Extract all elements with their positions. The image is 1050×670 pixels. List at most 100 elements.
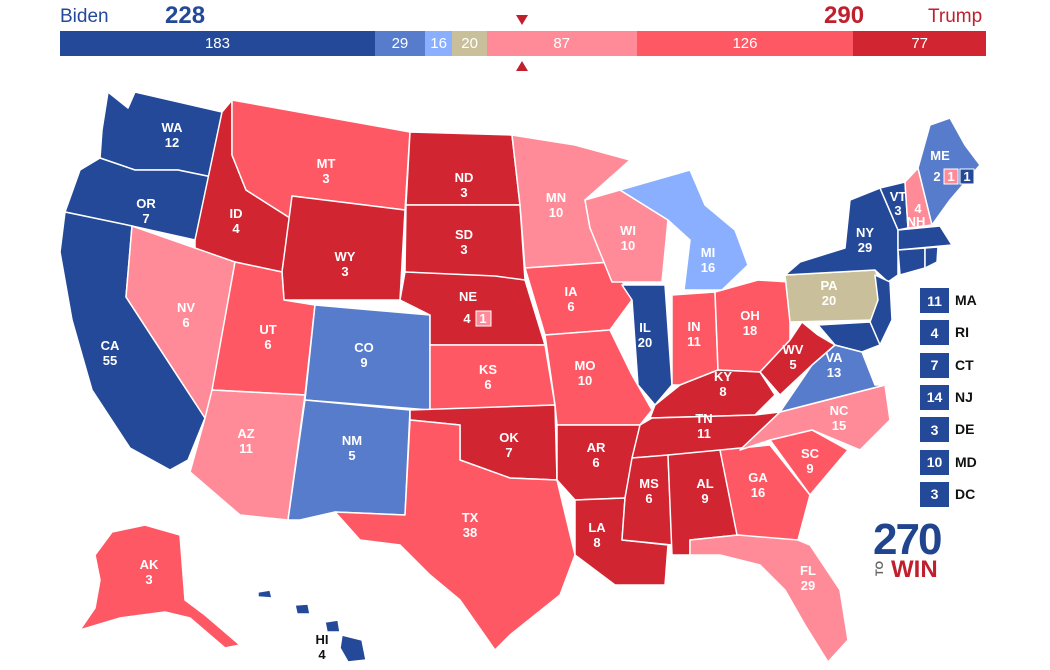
logo-to: TO bbox=[874, 560, 886, 576]
state-ev-MN: 10 bbox=[549, 205, 563, 220]
ne-district-ev: 1 bbox=[479, 311, 486, 326]
small-state-ev-box[interactable]: 14 bbox=[920, 384, 949, 410]
bar-segment: 77 bbox=[853, 31, 986, 56]
state-CT[interactable] bbox=[897, 247, 926, 276]
state-label-NE: NE bbox=[459, 289, 477, 304]
state-WY[interactable] bbox=[281, 195, 406, 301]
state-MD[interactable] bbox=[817, 321, 881, 353]
small-state-abbr: RI bbox=[955, 324, 969, 341]
state-WV[interactable] bbox=[759, 321, 836, 396]
electoral-vote-header: Biden 228 290 Trump 183 29 16 20 87 126 77 bbox=[0, 0, 1050, 80]
state-ev-AK: 3 bbox=[145, 572, 152, 587]
state-label-FL: FL bbox=[800, 563, 816, 578]
state-label-WY: WY bbox=[335, 249, 356, 264]
state-label-MN: MN bbox=[546, 190, 566, 205]
state-MS[interactable] bbox=[621, 454, 673, 546]
logo-number: 270 bbox=[873, 515, 942, 564]
state-label-WV: WV bbox=[783, 342, 804, 357]
state-label-TX: TX bbox=[462, 510, 479, 525]
state-label-UT: UT bbox=[259, 322, 276, 337]
state-ev-MI: 16 bbox=[701, 260, 715, 275]
me-district-2-ev: 1 bbox=[947, 169, 954, 184]
state-ev-NV: 6 bbox=[182, 315, 189, 330]
bar-segment: 87 bbox=[486, 31, 637, 56]
state-ev-VT: 3 bbox=[894, 203, 901, 218]
state-ev-OH: 18 bbox=[743, 323, 757, 338]
state-label-SC: SC bbox=[801, 446, 820, 461]
bar-segment: 20 bbox=[452, 31, 487, 56]
small-state-ev-box[interactable]: 4 bbox=[920, 320, 949, 346]
state-ev-UT: 6 bbox=[264, 337, 271, 352]
state-label-PA: PA bbox=[820, 278, 838, 293]
state-label-HI: HI bbox=[316, 632, 329, 647]
small-state-ev-box[interactable]: 3 bbox=[920, 481, 949, 507]
state-ev-WV: 5 bbox=[789, 357, 796, 372]
state-HI[interactable] bbox=[257, 589, 367, 663]
small-state-abbr: CT bbox=[955, 356, 974, 373]
state-ev-IN: 11 bbox=[687, 334, 701, 349]
state-ev-MT: 3 bbox=[322, 171, 329, 186]
state-label-WA: WA bbox=[162, 120, 184, 135]
state-label-MT: MT bbox=[317, 156, 336, 171]
state-ev-IL: 20 bbox=[638, 335, 652, 350]
us-electoral-map: WA 12 OR 7 CA 55 ID 4 NV 6 MT 3 WY 3 UT … bbox=[59, 91, 981, 663]
state-label-IA: IA bbox=[565, 284, 579, 299]
me-district-1-ev: 1 bbox=[963, 169, 970, 184]
state-ev-AL: 9 bbox=[701, 491, 708, 506]
state-RI[interactable] bbox=[924, 246, 939, 269]
state-ev-LA: 8 bbox=[593, 535, 600, 550]
state-label-CO: CO bbox=[354, 340, 374, 355]
logo-win: WIN bbox=[891, 556, 938, 583]
state-ev-KY: 8 bbox=[719, 384, 726, 399]
state-label-VT: VT bbox=[890, 189, 907, 204]
state-ev-TX: 38 bbox=[463, 525, 477, 540]
state-label-NY: NY bbox=[856, 225, 874, 240]
state-ev-CA: 55 bbox=[103, 353, 117, 368]
state-TX[interactable] bbox=[334, 419, 576, 651]
state-ev-NM: 5 bbox=[348, 448, 355, 463]
small-state-ev-box[interactable]: 11 bbox=[920, 288, 949, 313]
state-ev-WY: 3 bbox=[341, 264, 348, 279]
state-label-ND: ND bbox=[455, 170, 474, 185]
small-state-ev-box[interactable]: 10 bbox=[920, 449, 949, 475]
state-label-NM: NM bbox=[342, 433, 362, 448]
state-label-IL: IL bbox=[639, 320, 651, 335]
state-label-KS: KS bbox=[479, 362, 497, 377]
state-ev-SC: 9 bbox=[806, 461, 813, 476]
small-state-ev-box[interactable]: 7 bbox=[920, 352, 949, 378]
small-state-ev-box[interactable]: 3 bbox=[920, 417, 949, 443]
small-state-abbr: NJ bbox=[955, 388, 973, 405]
state-label-SD: SD bbox=[455, 227, 473, 242]
state-label-IN: IN bbox=[688, 319, 701, 334]
ne-district-box bbox=[475, 310, 492, 327]
state-label-AK: AK bbox=[140, 557, 159, 572]
state-ev-GA: 16 bbox=[751, 485, 765, 500]
270-marker-top bbox=[516, 15, 528, 25]
state-NY[interactable] bbox=[784, 187, 899, 283]
state-label-NH: NH bbox=[907, 214, 926, 229]
state-ev-SD: 3 bbox=[460, 242, 467, 257]
state-GA[interactable] bbox=[719, 444, 811, 541]
state-ev-FL: 29 bbox=[801, 578, 815, 593]
state-ev-TN: 11 bbox=[697, 426, 711, 441]
state-MA[interactable] bbox=[897, 225, 953, 251]
state-label-KY: KY bbox=[714, 369, 732, 384]
state-label-NV: NV bbox=[177, 300, 195, 315]
me-district-1-box bbox=[959, 168, 975, 185]
bar-segment: 29 bbox=[374, 31, 425, 56]
state-IA[interactable] bbox=[524, 261, 633, 336]
state-MI[interactable] bbox=[619, 169, 749, 291]
state-AK[interactable] bbox=[79, 524, 241, 649]
biden-name: Biden bbox=[60, 6, 109, 27]
state-ev-MO: 10 bbox=[578, 373, 592, 388]
small-state-abbr: MA bbox=[955, 292, 977, 308]
state-ev-VA: 13 bbox=[827, 365, 841, 380]
state-KS[interactable] bbox=[429, 344, 556, 411]
state-label-TN: TN bbox=[695, 411, 712, 426]
state-label-OH: OH bbox=[740, 308, 760, 323]
state-KY[interactable] bbox=[649, 369, 776, 419]
state-FL[interactable] bbox=[689, 534, 849, 663]
270-marker-bottom bbox=[516, 61, 528, 71]
state-MO[interactable] bbox=[544, 329, 653, 426]
small-state-abbr: MD bbox=[955, 453, 977, 470]
